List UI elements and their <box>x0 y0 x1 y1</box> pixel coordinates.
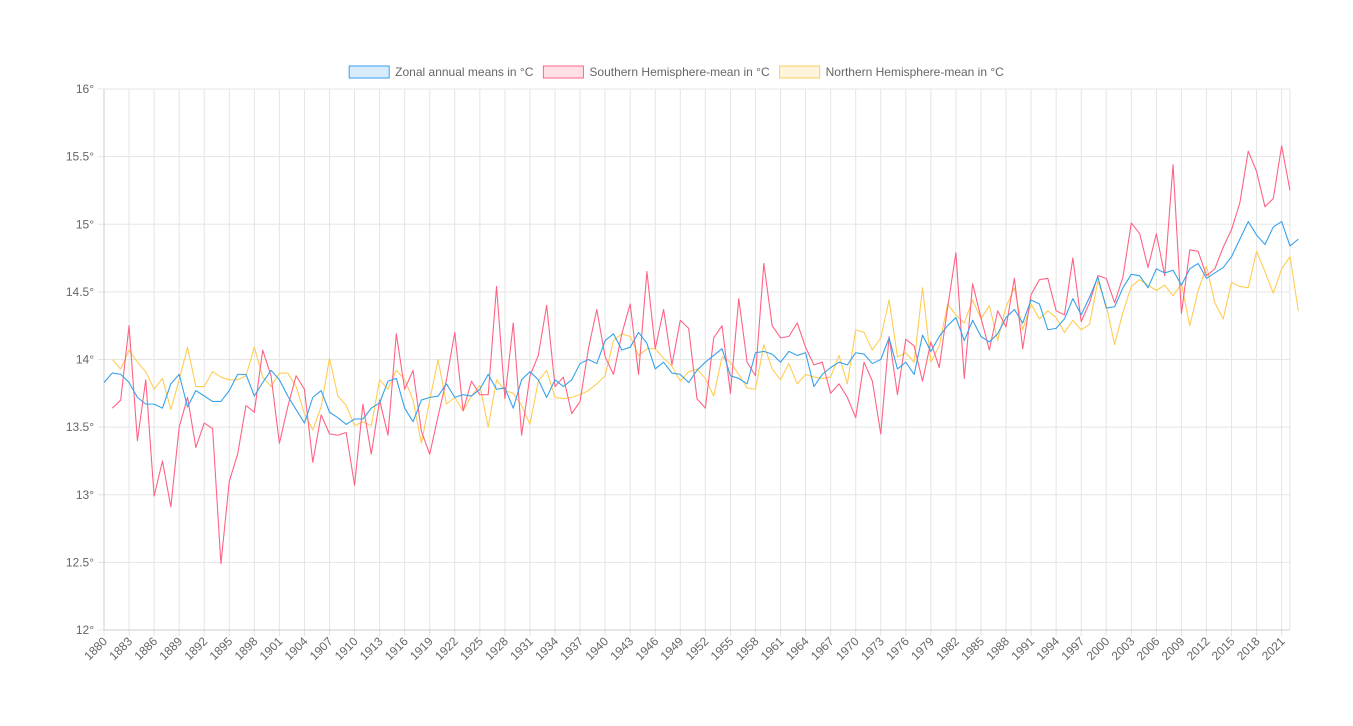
x-tick-label: 1976 <box>883 634 912 663</box>
x-tick-label: 1916 <box>382 634 411 663</box>
y-tick-label: 13.5° <box>66 420 94 434</box>
x-tick-label: 2012 <box>1184 634 1213 663</box>
x-tick-label: 1952 <box>683 634 712 663</box>
y-tick-label: 12.5° <box>66 555 94 569</box>
legend-swatch <box>542 65 584 79</box>
x-tick-label: 2015 <box>1209 634 1238 663</box>
x-tick-label: 1988 <box>983 634 1012 663</box>
x-tick-label: 1985 <box>958 634 987 663</box>
x-tick-label: 1943 <box>608 634 637 663</box>
legend[interactable]: Zonal annual means in °C Southern Hemisph… <box>348 65 1005 79</box>
x-tick-label: 2018 <box>1234 634 1263 663</box>
x-tick-label: 1964 <box>783 634 812 663</box>
y-tick-label: 15.5° <box>66 150 94 164</box>
x-tick-label: 1928 <box>482 634 511 663</box>
x-tick-label: 1967 <box>808 634 837 663</box>
y-tick-label: 12° <box>76 623 94 637</box>
series-line-1 <box>103 221 1299 425</box>
y-tick-label: 14.5° <box>66 285 94 299</box>
x-tick-label: 1955 <box>708 634 737 663</box>
x-tick-label: 2003 <box>1109 634 1138 663</box>
legend-item-1[interactable]: Zonal annual means in °C <box>348 65 534 79</box>
legend-label: Northern Hemisphere-mean in °C <box>826 65 1005 79</box>
series-line-2 <box>111 145 1291 565</box>
y-tick-label: 14° <box>76 353 94 367</box>
x-tick-label: 1907 <box>307 634 336 663</box>
x-tick-label: 1949 <box>658 634 687 663</box>
x-tick-label: 1901 <box>257 634 286 663</box>
x-tick-label: 1880 <box>81 634 110 663</box>
legend-item-3[interactable]: Northern Hemisphere-mean in °C <box>779 65 1005 79</box>
legend-swatch <box>779 65 821 79</box>
legend-label: Southern Hemisphere-mean in °C <box>589 65 770 79</box>
x-tick-label: 1934 <box>532 634 561 663</box>
x-tick-label: 1979 <box>908 634 937 663</box>
series-lines <box>103 145 1299 565</box>
x-tick-label: 2021 <box>1259 634 1288 663</box>
x-tick-label: 1994 <box>1033 634 1062 663</box>
x-tick-label: 1895 <box>207 634 236 663</box>
x-tick-label: 1925 <box>457 634 486 663</box>
x-tick-label: 1883 <box>106 634 135 663</box>
legend-label: Zonal annual means in °C <box>395 65 534 79</box>
x-tick-label: 1889 <box>157 634 186 663</box>
x-tick-label: 1922 <box>432 634 461 663</box>
x-tick-label: 2000 <box>1084 634 1113 663</box>
x-tick-label: 1892 <box>182 634 211 663</box>
x-tick-label: 1913 <box>357 634 386 663</box>
x-tick-label: 1931 <box>507 634 536 663</box>
y-axis: 12° 12.5° 13° 13.5° 14° 14.5° 15° 15.5° 16° <box>66 82 105 637</box>
x-tick-label: 2009 <box>1159 634 1188 663</box>
legend-swatch <box>348 65 390 79</box>
x-axis: 1880188318861889189218951898190119041907… <box>81 629 1290 663</box>
x-tick-label: 1940 <box>582 634 611 663</box>
x-tick-label: 1910 <box>332 634 361 663</box>
x-tick-label: 1946 <box>633 634 662 663</box>
x-tick-label: 1982 <box>933 634 962 663</box>
x-tick-label: 1970 <box>833 634 862 663</box>
x-tick-label: 1898 <box>232 634 261 663</box>
x-tick-label: 1991 <box>1008 634 1037 663</box>
x-tick-label: 1958 <box>733 634 762 663</box>
x-tick-label: 1937 <box>557 634 586 663</box>
x-tick-label: 1961 <box>758 634 787 663</box>
x-tick-label: 1886 <box>131 634 160 663</box>
y-tick-label: 13° <box>76 488 94 502</box>
x-tick-label: 1919 <box>407 634 436 663</box>
x-tick-label: 1997 <box>1059 634 1088 663</box>
x-tick-label: 2006 <box>1134 634 1163 663</box>
legend-item-2[interactable]: Southern Hemisphere-mean in °C <box>542 65 770 79</box>
x-tick-label: 1904 <box>282 634 311 663</box>
y-tick-label: 16° <box>76 82 94 96</box>
y-tick-label: 15° <box>76 217 94 231</box>
x-tick-label: 1973 <box>858 634 887 663</box>
grid <box>98 88 1291 636</box>
